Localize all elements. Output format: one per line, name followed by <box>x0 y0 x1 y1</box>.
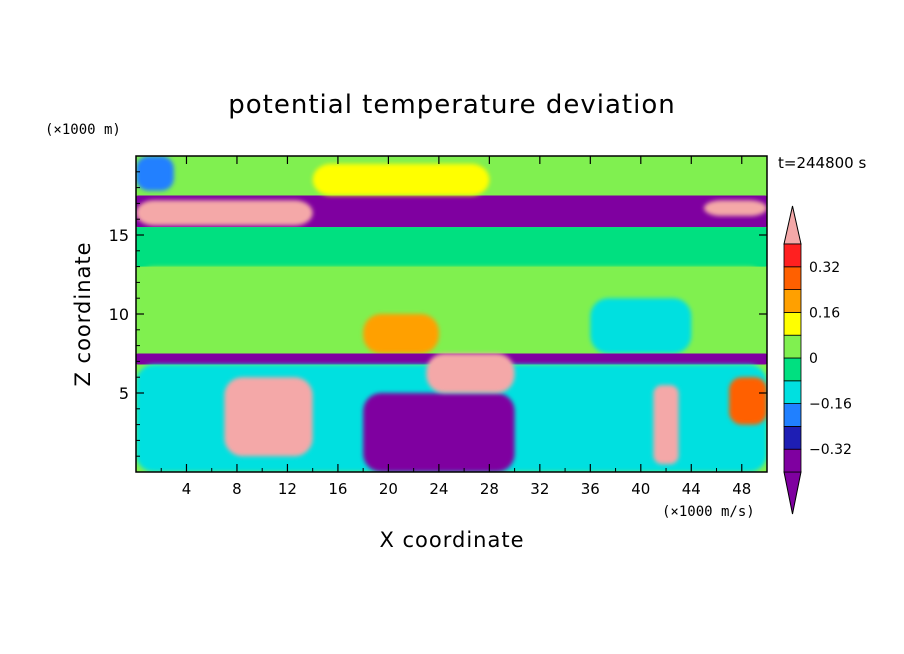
x-unit-label: (×1000 m/s) <box>662 504 755 520</box>
colorbar-swatch <box>783 243 802 268</box>
time-label: t=244800 s <box>778 154 866 172</box>
x-tick-label: 4 <box>182 480 192 498</box>
y-axis-label: Z coordinate <box>71 241 95 386</box>
contour-region-1 <box>136 200 313 226</box>
y-tick-label: 15 <box>109 226 129 245</box>
x-tick-label: 28 <box>480 480 499 498</box>
contour-region-8 <box>363 314 439 354</box>
contour-region-14 <box>426 353 515 393</box>
colorbar-label: −0.32 <box>809 442 852 458</box>
contour-field <box>136 156 767 472</box>
x-tick-label: 8 <box>232 480 242 498</box>
x-tick-label: 36 <box>581 480 600 498</box>
colorbar-label: −0.16 <box>809 397 852 413</box>
contour-region-12 <box>224 377 313 457</box>
x-tick-label: 48 <box>732 480 751 498</box>
colorbar-over-triangle <box>783 205 802 245</box>
colorbar-swatch <box>783 289 802 313</box>
colorbar-swatch <box>783 357 802 382</box>
contour-region-13 <box>363 393 515 472</box>
colorbar-label: 0.32 <box>809 260 840 276</box>
x-axis: 4 8 12 16 20 24 28 32 36 40 44 48 <box>160 156 751 498</box>
colorbar-swatch <box>783 403 802 427</box>
colorbar-swatch <box>783 266 802 290</box>
y-tick-label: 5 <box>119 384 129 403</box>
y-tick-label: 10 <box>109 305 129 324</box>
colorbar-swatch <box>783 425 802 450</box>
contour-region-16 <box>729 377 767 425</box>
colorbar-under-triangle <box>783 471 802 515</box>
colorbar-swatch <box>783 380 802 404</box>
colorbar-swatch <box>783 448 802 473</box>
x-tick-label: 16 <box>328 480 347 498</box>
colorbar-swatch <box>783 334 802 359</box>
contour-region-5 <box>312 163 490 196</box>
x-tick-label: 40 <box>631 480 650 498</box>
colorbar: 0.32 0.16 0 −0.16 −0.32 <box>783 205 852 515</box>
chart-title: potential temperature deviation <box>228 90 675 120</box>
contour-region-2 <box>703 200 767 217</box>
x-tick-label: 20 <box>379 480 398 498</box>
colorbar-label: 0.16 <box>809 305 840 321</box>
x-axis-label: X coordinate <box>379 528 524 552</box>
x-tick-label: 24 <box>429 480 448 498</box>
contour-region-15 <box>653 385 679 465</box>
x-tick-label: 32 <box>530 480 549 498</box>
contour-region-9 <box>590 298 692 354</box>
colorbar-label: 0 <box>809 351 818 367</box>
contour-region-6 <box>136 227 767 267</box>
x-tick-label: 44 <box>682 480 701 498</box>
y-unit-label: (×1000 m) <box>45 122 121 138</box>
y-axis: 5 10 15 <box>109 171 767 457</box>
colorbar-swatch <box>783 311 802 336</box>
contour-region-4 <box>136 156 174 191</box>
x-tick-label: 12 <box>278 480 297 498</box>
